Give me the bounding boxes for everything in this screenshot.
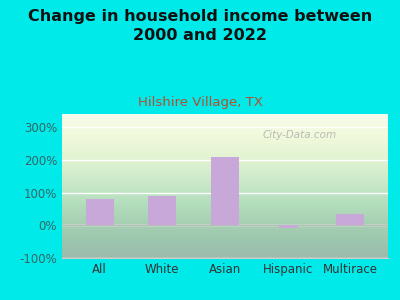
Text: City-Data.com: City-Data.com [263, 130, 337, 140]
Bar [86, 199, 114, 225]
Bar [211, 157, 239, 225]
Text: Change in household income between
2000 and 2022: Change in household income between 2000 … [28, 9, 372, 43]
Bar [148, 196, 176, 225]
Text: Hilshire Village, TX: Hilshire Village, TX [138, 96, 262, 109]
Bar [336, 214, 364, 225]
